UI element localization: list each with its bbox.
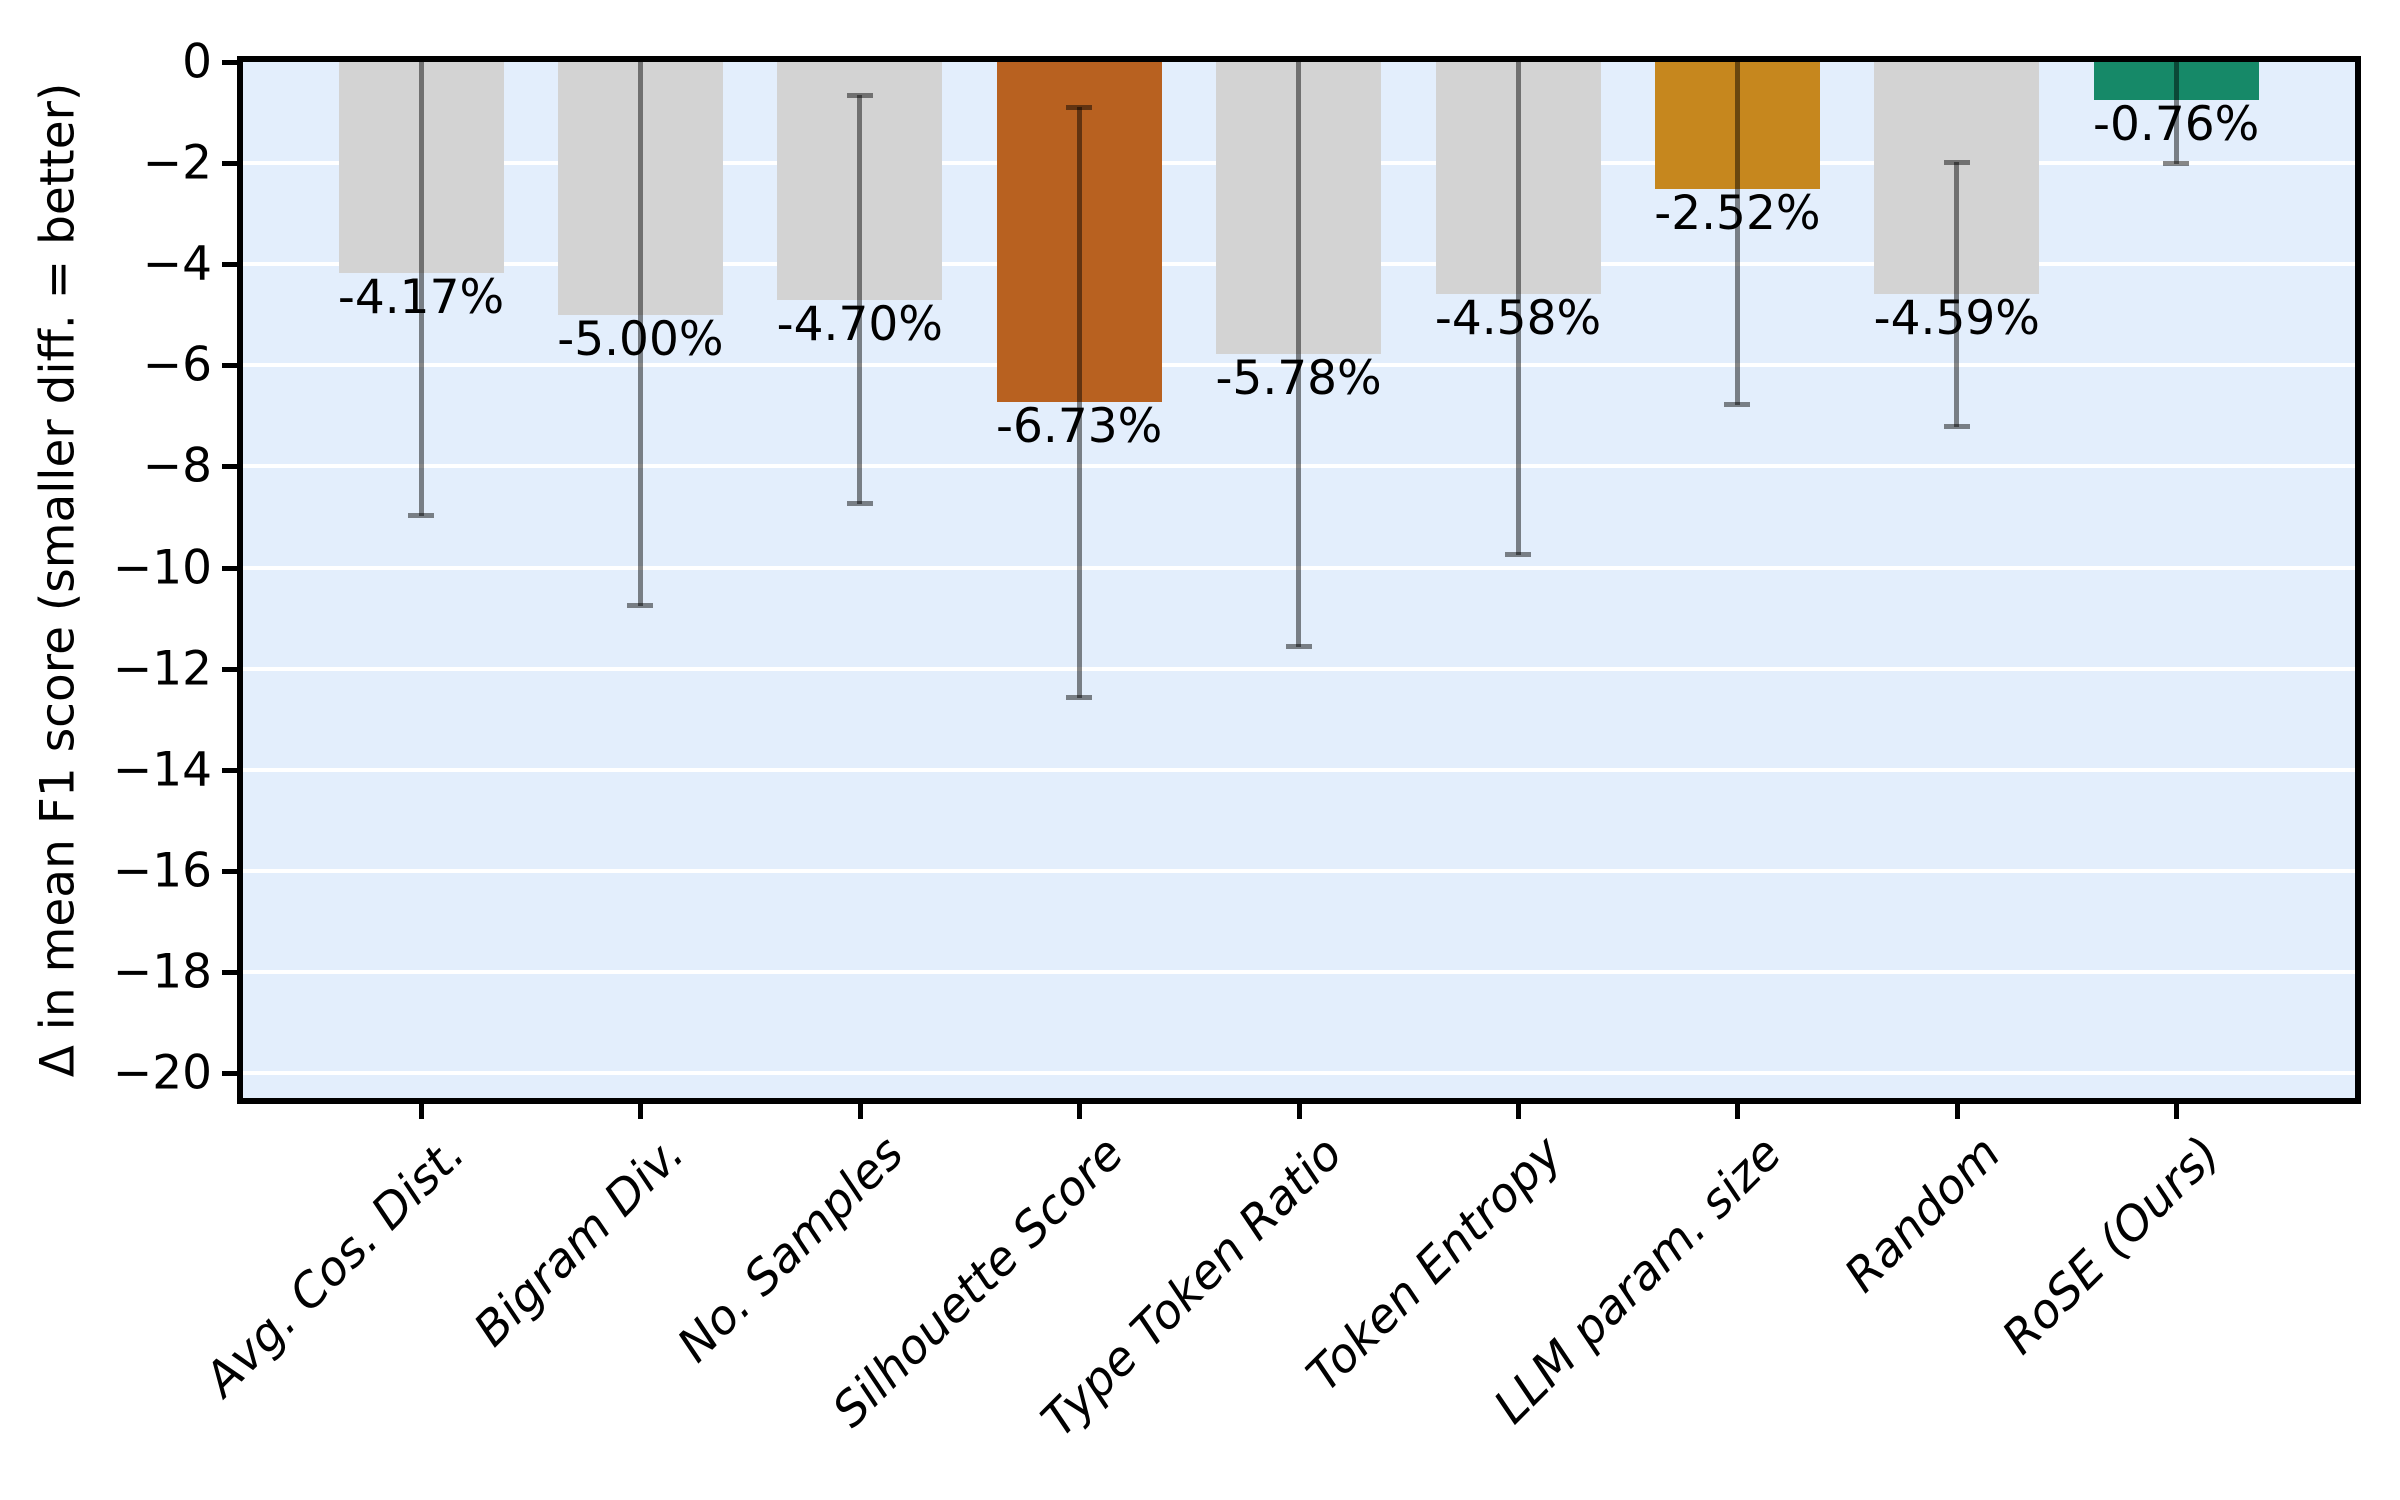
y-tick-mark — [222, 565, 237, 571]
y-tick-label: −2 — [142, 135, 212, 191]
y-tick-mark — [222, 161, 237, 167]
y-tick-label: −20 — [112, 1045, 212, 1101]
bar-no-samples — [777, 62, 943, 300]
gridline — [243, 565, 2355, 570]
error-bar-line — [2173, 62, 2179, 164]
y-tick-label: 0 — [182, 34, 212, 90]
y-tick-mark — [222, 262, 237, 268]
x-tick-mark — [2174, 1104, 2180, 1119]
x-tick-mark — [1296, 1104, 1302, 1119]
gridline — [243, 767, 2355, 772]
error-bar-cap-bottom — [1724, 401, 1751, 407]
y-tick-mark — [222, 767, 237, 773]
error-bar-cap-bottom — [408, 512, 434, 518]
bar-value-label: -0.76% — [2093, 97, 2260, 153]
bar-value-label: -2.52% — [1654, 186, 1821, 242]
error-bar-line — [857, 95, 863, 504]
bar-rose-ours — [2093, 62, 2259, 101]
y-tick-label: −6 — [142, 337, 212, 393]
error-bar-line — [418, 62, 424, 516]
gridline — [243, 666, 2355, 671]
x-tick-label: Bigram Div. — [463, 1125, 696, 1358]
x-tick-mark — [1954, 1104, 1960, 1119]
y-tick-label: −18 — [112, 944, 212, 1000]
error-bar-line — [1296, 62, 1302, 648]
error-bar-cap-top — [1943, 159, 1970, 165]
gridline — [243, 464, 2355, 469]
error-bar-cap-bottom — [2163, 160, 2190, 166]
error-bar-line — [1076, 106, 1082, 698]
y-axis-label: Δ in mean F1 score (smaller diff. = bett… — [30, 82, 86, 1078]
gridline — [243, 1071, 2355, 1076]
x-tick-label: Random — [1834, 1125, 2012, 1304]
bar-random — [1874, 62, 2040, 295]
bar-type-token-ratio — [1216, 62, 1382, 355]
error-bar-cap-top — [1066, 104, 1093, 110]
bar-avg-cos-dist — [338, 62, 504, 273]
bar-value-label: -4.17% — [337, 269, 505, 325]
y-tick-mark — [222, 464, 237, 470]
bar-value-label: -5.78% — [1215, 351, 1382, 407]
x-tick-label: No. Samples — [667, 1125, 915, 1374]
y-tick-label: −14 — [112, 742, 212, 798]
x-tick-mark — [857, 1104, 863, 1119]
x-tick-label: RoSE (Ours) — [1991, 1125, 2231, 1365]
error-bar-cap-bottom — [1285, 644, 1312, 650]
bar-value-label: -4.70% — [776, 296, 943, 352]
gridline — [243, 868, 2355, 873]
y-tick-label: −12 — [112, 641, 212, 697]
x-tick-mark — [419, 1104, 424, 1119]
y-tick-mark — [222, 1071, 237, 1077]
error-bar-line — [1734, 62, 1740, 405]
error-bar-cap-top — [846, 93, 873, 99]
error-bar-line — [1515, 62, 1521, 556]
plot-area: -4.17% -5.00% -4.70% -6.73% -5.78% -4.58% -2.5… — [237, 56, 2361, 1104]
x-tick-mark — [1077, 1104, 1083, 1119]
bar-bigram-div — [557, 62, 723, 315]
bar-value-label: -4.58% — [1434, 290, 1602, 346]
bar-llm-param-size — [1654, 62, 1820, 190]
error-bar-line — [1954, 161, 1960, 427]
error-bar-cap-bottom — [1943, 423, 1970, 429]
bar-value-label: -6.73% — [996, 399, 1163, 455]
y-tick-label: −10 — [112, 540, 212, 596]
y-tick-mark — [222, 363, 237, 369]
gridline — [243, 970, 2355, 975]
y-tick-label: −4 — [142, 236, 212, 292]
error-bar-cap-bottom — [627, 602, 654, 608]
plot-layers: -4.17% -5.00% -4.70% -6.73% -5.78% -4.58% -2.5… — [243, 62, 2355, 1098]
bar-silhouette-score — [996, 62, 1162, 403]
y-tick-label: −16 — [112, 843, 212, 899]
error-bar-cap-bottom — [1066, 694, 1093, 700]
bar-value-label: -4.59% — [1873, 291, 2040, 347]
y-tick-mark — [222, 970, 237, 976]
bar-token-entropy — [1435, 62, 1601, 294]
gridline — [243, 363, 2355, 368]
x-tick-mark — [1516, 1104, 1521, 1119]
y-tick-mark — [222, 666, 237, 672]
y-tick-mark — [222, 868, 237, 874]
x-tick-label: Avg. Cos. Dist. — [194, 1125, 476, 1408]
error-bar-cap-bottom — [846, 500, 873, 506]
bar-value-label: -5.00% — [557, 311, 724, 367]
x-tick-mark — [1735, 1104, 1741, 1119]
y-tick-label: −8 — [142, 438, 212, 494]
y-tick-mark — [222, 60, 237, 65]
error-bar-cap-bottom — [1505, 552, 1531, 558]
error-bar-line — [637, 62, 643, 606]
x-tick-mark — [638, 1104, 644, 1119]
